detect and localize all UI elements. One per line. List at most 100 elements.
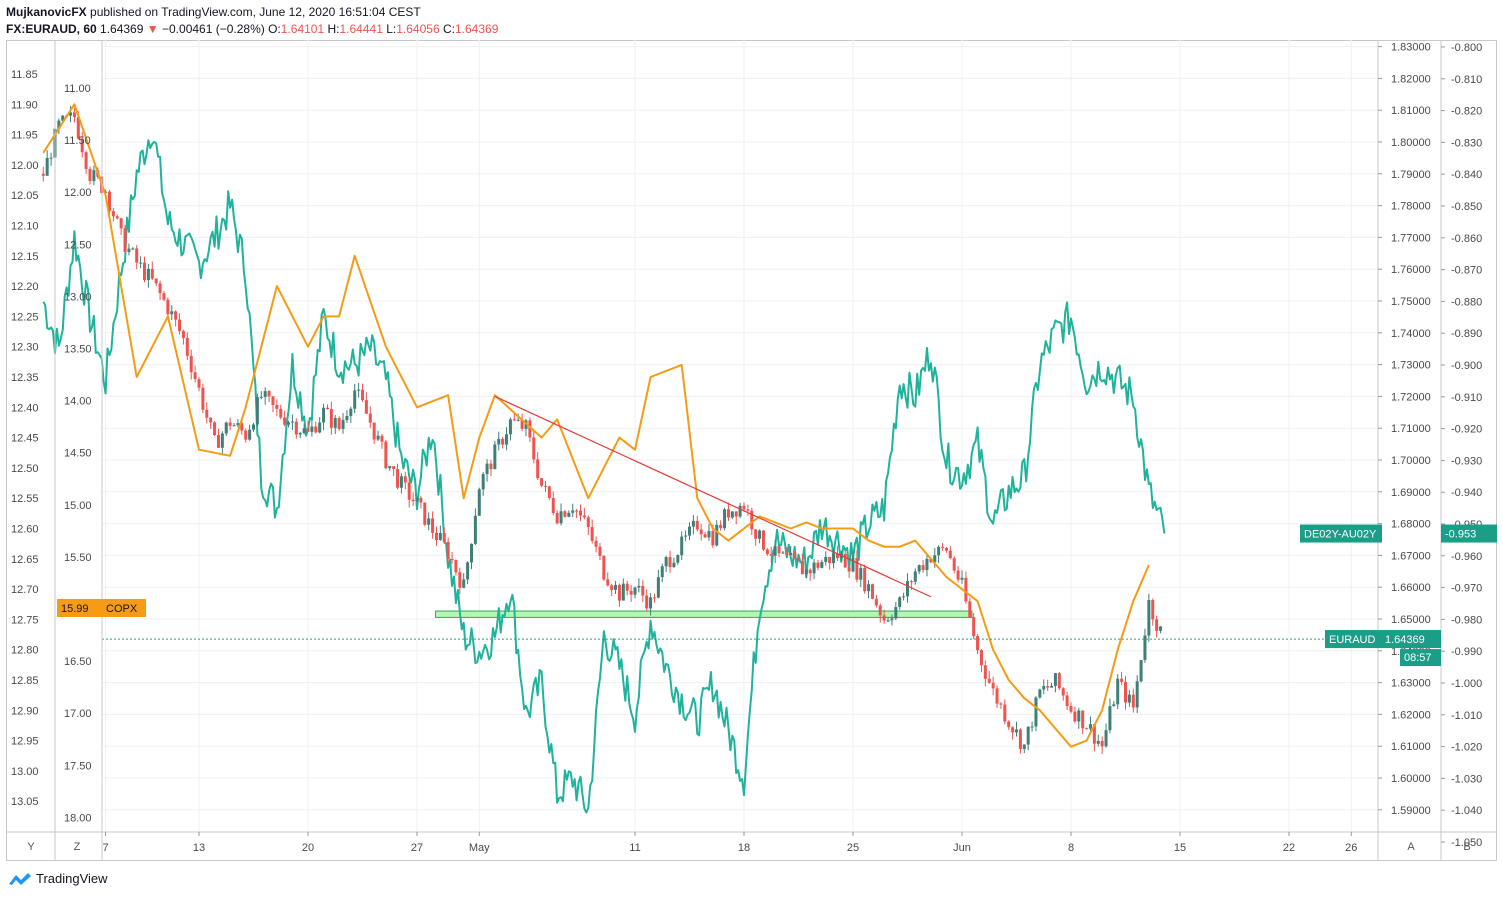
footer-brand[interactable]: TradingView [8, 871, 108, 886]
euraud-candle-body [368, 413, 372, 423]
right-spread-tick: -1.040 [1451, 805, 1482, 817]
left-outer-tick: 12.40 [11, 402, 39, 414]
spread-value-label: -0.953 [1445, 529, 1476, 541]
euraud-candle-body [88, 168, 92, 182]
euraud-candle-body [594, 540, 598, 547]
euraud-candle-body [438, 533, 442, 541]
euraud-candle-body [1030, 726, 1034, 728]
euraud-candle-body [909, 581, 913, 583]
euraud-candle-body [828, 556, 832, 564]
euraud-candle-body [851, 558, 855, 572]
euraud-candle-body [310, 426, 314, 432]
axis-b-button[interactable]: B [1463, 841, 1471, 853]
axis-a-button[interactable]: A [1407, 841, 1415, 853]
grid-lines [102, 40, 1378, 832]
euraud-candle-body [785, 552, 789, 556]
euraud-candle-body [1085, 728, 1089, 730]
spread-label: DE02Y-AU02Y [1304, 529, 1377, 541]
euraud-candle-body [92, 170, 96, 182]
euraud-candle-body [434, 532, 438, 541]
right-spread-tick: -0.850 [1451, 201, 1482, 213]
left-outer-tick: 12.30 [11, 342, 39, 354]
euraud-candle-body [72, 112, 76, 118]
euraud-candle-body [668, 557, 672, 568]
euraud-candle-body [1042, 686, 1046, 690]
right-price-tick: 1.65000 [1391, 614, 1431, 626]
time-tick-label: 18 [738, 842, 750, 854]
euraud-candle-body [820, 561, 824, 568]
right-price-tick: 1.82000 [1391, 73, 1431, 85]
left-inner-tick: 14.00 [64, 396, 92, 408]
euraud-candle-body [742, 505, 746, 510]
euraud-candle-body [49, 157, 53, 159]
euraud-candle-body [115, 216, 119, 219]
euraud-candle-body [318, 422, 322, 433]
time-tick-label: 15 [1174, 842, 1186, 854]
euraud-candle-body [586, 517, 590, 528]
euraud-candle-body [894, 607, 898, 619]
left-outer-tick: 12.70 [11, 584, 39, 596]
euraud-candle-body [734, 511, 738, 517]
euraud-candle-body [633, 587, 637, 595]
euraud-candle-body [407, 482, 411, 500]
euraud-candle-body [236, 423, 240, 426]
euraud-candle-body [263, 391, 267, 397]
euraud-candle-body [57, 120, 61, 129]
euraud-candle-body [127, 248, 131, 252]
euraud-candle-body [248, 429, 252, 440]
euraud-candle-body [520, 419, 524, 429]
left-outer-tick: 12.90 [11, 705, 39, 717]
high-label: H: [327, 22, 340, 36]
left-inner-tick: 15.00 [64, 500, 92, 512]
euraud-candle-body [800, 561, 804, 575]
time-tick-label: 11 [629, 842, 640, 854]
right-spread-tick: -0.970 [1451, 583, 1482, 595]
euraud-candle-body [964, 577, 968, 602]
euraud-candle-body [185, 337, 189, 356]
euraud-candle-body [119, 218, 123, 229]
right-price-tick: 1.59000 [1391, 805, 1431, 817]
euraud-candle-body [1127, 694, 1131, 703]
euraud-label: EURAUD [1329, 634, 1376, 646]
copx-line [42, 103, 1150, 748]
euraud-candle-body [1046, 686, 1050, 688]
euraud-candle-body [948, 550, 952, 559]
euraud-candle-body [505, 434, 509, 445]
euraud-candle-body [684, 535, 688, 537]
euraud-candle-body [952, 558, 956, 571]
ohlc-legend: FX:EURAUD, 60 1.64369 ▼ −0.00461 (−0.28%… [6, 21, 498, 37]
euraud-candle-body [579, 510, 582, 516]
euraud-candle-body [259, 396, 263, 398]
euraud-candle-body [423, 502, 427, 525]
euraud-candle-body [431, 518, 435, 533]
euraud-candle-body [154, 278, 158, 284]
left-outer-tick: 12.95 [11, 736, 39, 748]
left-inner-tick: 16.50 [64, 656, 92, 668]
euraud-candle-body [411, 499, 415, 502]
euraud-candle-body [380, 435, 384, 442]
author-name[interactable]: MujkanovicFX [6, 5, 87, 19]
euraud-candle-body [220, 433, 224, 448]
axis-y-button[interactable]: Y [27, 841, 35, 853]
left-inner-tick: 17.00 [64, 708, 92, 720]
euraud-candle-body [913, 571, 917, 582]
euraud-candle-body [867, 584, 871, 592]
euraud-candle-body [384, 441, 388, 469]
axis-z-button[interactable]: Z [73, 841, 81, 853]
euraud-candle-body [146, 268, 150, 281]
close-value: 1.64369 [454, 22, 499, 36]
euraud-candle-body [1131, 694, 1135, 708]
euraud-candle-body [1073, 711, 1077, 722]
right-spread-tick: -1.010 [1451, 710, 1482, 722]
high-value: 1.64441 [339, 22, 383, 36]
euraud-candle-body [898, 597, 902, 608]
euraud-candle-body [294, 421, 298, 435]
euraud-candle-body [937, 546, 941, 556]
euraud-value-label: 1.64369 [1385, 634, 1425, 646]
right-price-tick: 1.62000 [1391, 709, 1431, 721]
right-price-tick: 1.73000 [1391, 360, 1431, 372]
euraud-candle-body [797, 557, 800, 562]
time-tick-label: 13 [193, 842, 205, 854]
left-inner-tick: 13.50 [64, 344, 92, 356]
